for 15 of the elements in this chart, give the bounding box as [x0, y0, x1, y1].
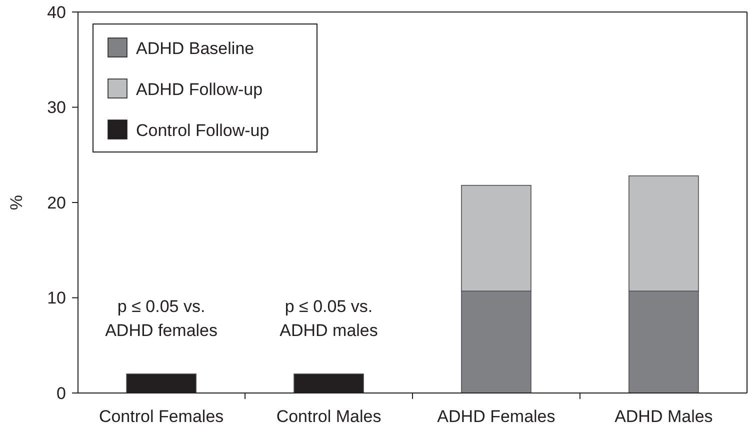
legend-label: ADHD Follow-up: [136, 80, 263, 99]
y-tick-label: 40: [47, 2, 66, 22]
legend-label: ADHD Baseline: [136, 39, 254, 58]
legend-label: Control Follow-up: [136, 121, 270, 140]
y-tick-label: 10: [47, 288, 66, 308]
x-tick-label: ADHD Males: [614, 407, 713, 426]
y-tick-label: 30: [47, 98, 66, 118]
x-tick-label: Control Males: [276, 407, 382, 426]
y-axis-title: %: [7, 194, 26, 210]
annotation: p ≤ 0.05 vs. ADHD females: [105, 296, 218, 340]
y-tick-label: 20: [47, 193, 66, 212]
y-tick-label: 0: [56, 384, 66, 403]
x-tick-label: Control Females: [98, 407, 224, 426]
annotation: p ≤ 0.05 vs. ADHD males: [280, 296, 378, 340]
x-tick-label: ADHD Females: [437, 407, 556, 426]
